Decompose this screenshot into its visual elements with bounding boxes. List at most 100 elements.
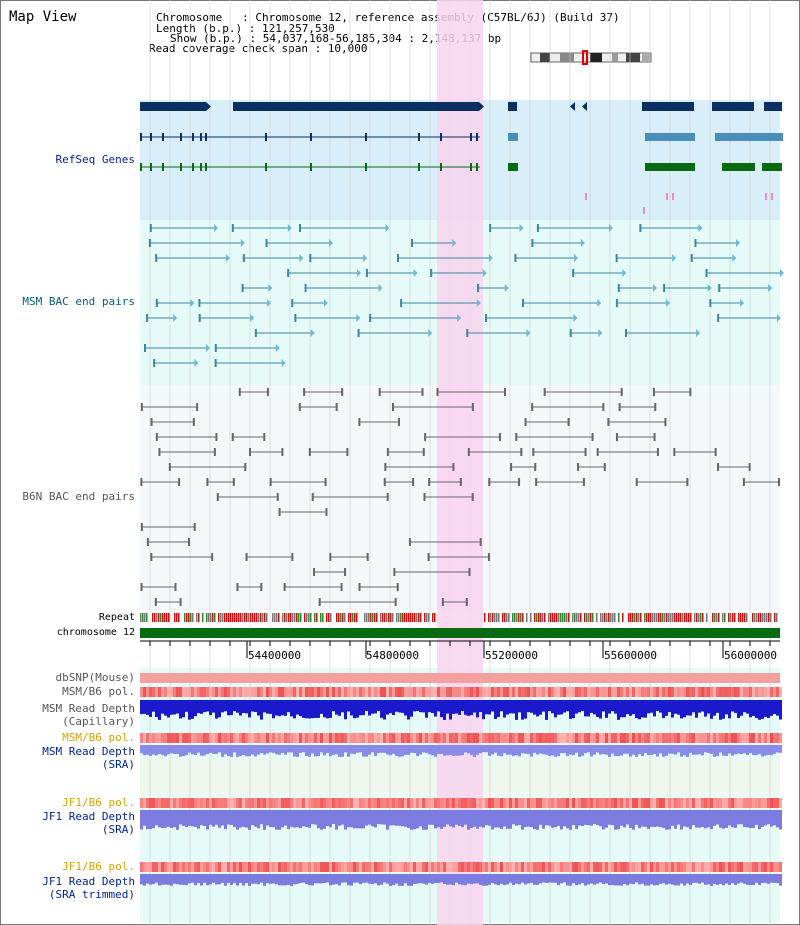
bac-end <box>620 388 623 396</box>
repeat-mark <box>188 613 190 622</box>
repeat-mark <box>584 613 586 622</box>
polymorphism-cell <box>281 798 284 808</box>
polymorphism-cell <box>305 687 308 697</box>
read-depth-bar <box>221 874 224 883</box>
polymorphism-cell <box>218 687 221 697</box>
polymorphism-cell <box>221 733 224 743</box>
polymorphism-cell <box>650 687 653 697</box>
repeat-mark <box>694 613 696 622</box>
read-depth-bar <box>296 810 299 828</box>
polymorphism-cell <box>683 798 686 808</box>
gene-block <box>645 163 695 171</box>
repeat-mark <box>286 613 288 622</box>
read-depth-bar <box>668 874 671 884</box>
read-depth-bar <box>389 745 392 756</box>
read-depth-bar <box>524 810 527 828</box>
polymorphism-cell <box>260 687 263 697</box>
read-depth-bar <box>533 874 536 885</box>
read-depth-bar <box>167 745 170 755</box>
bac-end <box>524 418 527 426</box>
polymorphism-cell <box>266 687 269 697</box>
polymorphism-cell <box>341 862 344 872</box>
polymorphism-cell <box>194 862 197 872</box>
chromosome-ideogram[interactable] <box>0 0 800 70</box>
exon-mark <box>418 163 420 171</box>
read-depth-bar <box>587 700 590 717</box>
bac-end <box>673 448 676 456</box>
polymorphism-cell <box>164 798 167 808</box>
read-depth-bar <box>479 700 482 713</box>
repeat-mark <box>506 613 508 622</box>
read-depth-bar <box>602 874 605 885</box>
read-depth-bar <box>344 874 347 883</box>
read-depth-bar <box>245 745 248 757</box>
repeat-mark <box>558 613 560 622</box>
read-depth-bar <box>686 745 689 757</box>
read-depth-bar <box>449 810 452 827</box>
repeat-mark <box>628 613 630 622</box>
read-depth-bar <box>755 810 758 825</box>
read-depth-bar <box>590 700 593 713</box>
read-depth-bar <box>665 810 668 830</box>
polymorphism-cell <box>422 862 425 872</box>
polymorphism-cell <box>392 733 395 743</box>
polymorphism-cell <box>299 733 302 743</box>
bac-arrow <box>519 224 524 232</box>
polymorphism-cell <box>452 862 455 872</box>
read-depth-bar <box>296 745 299 757</box>
polymorphism-cell <box>656 798 659 808</box>
polymorphism-cell <box>485 733 488 743</box>
read-depth-bar <box>161 874 164 885</box>
read-depth-bar <box>713 810 716 826</box>
bac-arrow <box>281 359 286 367</box>
read-depth-bar <box>302 874 305 883</box>
polymorphism-cell <box>269 687 272 697</box>
polymorphism-cell <box>173 798 176 808</box>
bac-end <box>335 403 338 411</box>
read-depth-bar <box>386 874 389 884</box>
read-depth-bar <box>302 700 305 718</box>
polymorphism-cell <box>461 862 464 872</box>
bac-end <box>396 254 399 262</box>
polymorphism-cell <box>218 862 221 872</box>
read-depth-bar <box>542 700 545 712</box>
read-depth-bar <box>671 745 674 754</box>
polymorphism-cell <box>677 798 680 808</box>
polymorphism-cell <box>629 687 632 697</box>
small-feature <box>771 193 773 200</box>
read-depth-bar <box>659 700 662 713</box>
read-depth-bar <box>710 810 713 830</box>
polymorphism-cell <box>590 862 593 872</box>
bac-arrow <box>735 239 740 247</box>
repeat-mark <box>432 613 434 622</box>
read-depth-bar <box>194 745 197 755</box>
polymorphism-cell <box>713 798 716 808</box>
read-depth-bar <box>539 874 542 884</box>
bac-end <box>615 433 618 441</box>
bac-end <box>206 478 209 486</box>
repeat-mark <box>264 613 266 622</box>
polymorphism-cell <box>404 862 407 872</box>
read-depth-bar <box>185 745 188 756</box>
polymorphism-cell <box>161 862 164 872</box>
read-depth-bar <box>197 810 200 829</box>
repeat-mark <box>534 613 536 622</box>
bac-end <box>705 269 708 277</box>
read-depth-bar <box>215 810 218 825</box>
repeat-mark <box>244 613 246 622</box>
polymorphism-cell <box>614 862 617 872</box>
repeat-mark <box>166 613 168 622</box>
repeat-mark <box>176 613 178 622</box>
bac-end <box>489 224 492 232</box>
polymorphism-cell <box>257 862 260 872</box>
polymorphism-cell <box>533 687 536 697</box>
polymorphism-cell <box>476 862 479 872</box>
read-depth-bar <box>611 874 614 886</box>
polymorphism-cell <box>320 798 323 808</box>
repeat-mark <box>634 613 636 622</box>
read-depth-bar <box>203 810 206 826</box>
polymorphism-cell <box>365 798 368 808</box>
polymorphism-cell <box>353 862 356 872</box>
polymorphism-cell <box>710 687 713 697</box>
